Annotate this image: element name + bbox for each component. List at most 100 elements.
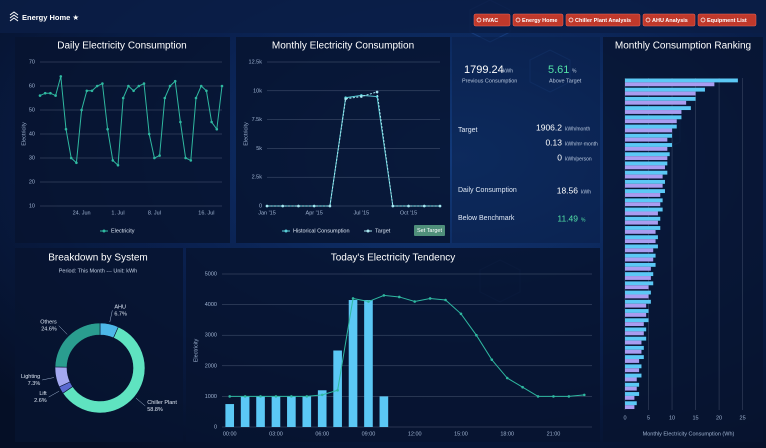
bar [625,266,651,271]
panel [186,248,600,442]
bar [625,318,649,323]
nav-label[interactable]: AHU Analysis [652,18,688,24]
stat-label: Above Target [549,78,582,84]
bar [625,235,658,240]
nav-label[interactable]: Chiller Plant Analysis [575,18,631,24]
data-point [290,395,293,398]
data-point [312,204,316,208]
nav-button[interactable] [473,13,511,27]
data-point [132,89,135,93]
data-point [215,127,219,131]
leader-line [109,310,113,323]
nav-icon [645,17,651,23]
data-point [80,108,83,112]
y-tick-label: 1000 [205,394,217,400]
bar [625,239,656,244]
y-tick-label: 10k [253,88,262,94]
y-tick-label: 0 [259,203,262,209]
data-point [367,300,370,303]
bar [625,244,658,249]
bar [625,345,644,350]
nav-label[interactable]: Equipment List [707,18,747,24]
data-point [189,159,193,162]
x-tick-label: 21:00 [547,431,561,437]
data-point [153,156,156,160]
bar [625,294,649,299]
data-point [438,204,442,208]
nav-button[interactable] [697,13,757,27]
slice-label: Others [40,320,57,326]
x-tick-label: 12:00 [408,431,422,437]
bar [625,373,642,378]
x-tick-label: 00:00 [223,431,237,437]
legend-label: Electricity [111,228,135,234]
bar [625,119,677,124]
bar [625,285,649,290]
slice-value-label: 7.3% [28,381,41,387]
panel [15,37,230,243]
bar [625,152,670,157]
stat-unit: kWh/month [565,126,591,132]
data-point [336,388,339,392]
data-point [490,358,494,361]
set-target-button[interactable] [414,225,445,236]
data-point [375,90,379,94]
bar [625,170,668,175]
leader-line [135,397,146,407]
y-tick-label: 30 [29,155,35,161]
data-point [444,298,447,302]
legend-label: Target [375,228,391,234]
data-point [521,385,524,389]
bar [625,290,651,295]
bar [625,115,682,120]
set-target-label[interactable]: Set Target [417,228,442,234]
data-point [163,96,167,100]
bar [625,401,637,406]
stat-unit: kWh [503,68,513,74]
x-tick-label: 25 [740,415,746,421]
stat-unit: kWh/person [565,156,592,162]
data-point [243,395,247,398]
slice-value-label: 24.6% [41,327,57,333]
nav-icon [515,17,521,23]
x-tick-label: Apr '15 [306,210,323,216]
data-point [391,204,395,208]
data-point [475,333,478,337]
y-tick-label: 20 [29,179,35,185]
data-point [536,395,540,398]
bar [625,78,738,83]
bar [625,253,656,258]
data-point [505,376,509,380]
bar [625,124,677,129]
stat-value: 0 [557,152,562,162]
slice-value-label: 6.7% [114,311,127,317]
y-tick-label: 70 [29,59,35,65]
data-point [567,395,571,398]
stat-value: 1799.24 [464,64,504,76]
logo-icon [9,11,19,22]
nav-button[interactable] [642,13,696,27]
data-point [360,95,363,98]
bar [625,229,656,234]
nav-label[interactable]: HVAC [483,18,498,24]
x-tick-label: 0 [623,415,626,421]
data-point [184,156,187,160]
y-axis-label: Electricity [243,122,249,146]
data-point [397,295,401,299]
data-point [137,84,141,88]
y-tick-label: 4000 [205,302,217,308]
x-tick-label: Jul '15 [353,210,369,216]
legend-swatch [366,229,370,233]
bar [625,161,668,166]
nav-label[interactable]: Energy Home [522,18,557,24]
data-point [265,204,269,208]
nav-button[interactable] [565,13,641,27]
data-point [328,204,332,208]
x-axis-label: Monthly Electricity Consumption (Wh) [643,431,735,437]
y-tick-label: 5000 [205,271,217,277]
nav-button[interactable] [512,13,564,27]
bar [625,216,661,221]
bar [379,396,389,427]
stat-label: Below Benchmark [458,215,515,222]
